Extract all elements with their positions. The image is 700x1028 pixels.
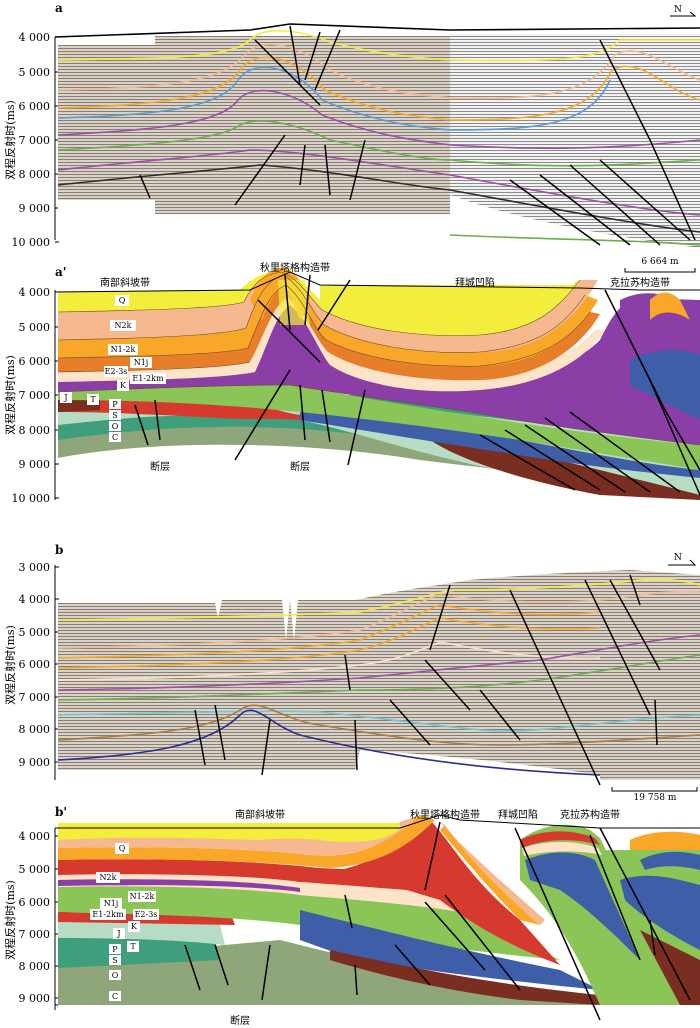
tick-label: 5 000 xyxy=(19,626,51,639)
tick-label: 6 000 xyxy=(19,896,51,909)
seismic-section xyxy=(155,36,450,214)
tick-label: 8 000 xyxy=(19,723,51,736)
faults xyxy=(134,274,700,496)
stratum-label: E2-3s xyxy=(105,367,128,376)
north-label: N xyxy=(674,553,682,563)
fault-label: 断层 xyxy=(230,1014,250,1027)
y-axis-label: 双程反射时(ms) xyxy=(3,100,17,180)
north-label: N xyxy=(674,5,682,15)
tick-label: 8 000 xyxy=(19,960,51,973)
north-arrow: N xyxy=(670,5,697,17)
tick-label: 7 000 xyxy=(19,691,51,704)
stratum-label: K xyxy=(131,922,138,931)
y-axis-label: 双程反射时(ms) xyxy=(3,880,17,960)
tick-label: 6 000 xyxy=(19,658,51,671)
stratum-label: T xyxy=(90,395,96,404)
region-label: 秋里塔格构造带 xyxy=(260,261,330,274)
region-label: 拜城凹陷 xyxy=(455,276,495,289)
seismic-section xyxy=(58,570,700,780)
stratum-label: E1-2km xyxy=(92,910,124,919)
tick-label: 8 000 xyxy=(19,168,51,181)
panel-label: a' xyxy=(55,265,66,279)
stratum-label: S xyxy=(112,956,117,965)
axis-ticks: 3 000 4 000 5 000 6 000 7 000 8 000 9 00… xyxy=(19,561,59,769)
stratum-label: N1-2k xyxy=(111,345,136,354)
fault-label: 断层 xyxy=(150,460,170,473)
tick-label: 5 000 xyxy=(19,66,51,79)
tick-label: 9 000 xyxy=(19,756,51,769)
stratum-label: P xyxy=(112,400,118,409)
strata-labels: Q N2k N1-2k N1j E1-2km E2-3s K J T P S O… xyxy=(90,843,159,1001)
tick-label: 6 000 xyxy=(19,355,51,368)
tick-label: 8 000 xyxy=(19,424,51,437)
tick-label: 10 000 xyxy=(12,492,51,505)
tick-label: 9 000 xyxy=(19,202,51,215)
faults xyxy=(184,821,691,1021)
tick-label: 6 000 xyxy=(19,100,51,113)
panel-b-prime: b' 4 000 5 000 6 000 7 000 8 000 9 000 双… xyxy=(3,805,700,1027)
stratum-label: N1j xyxy=(134,358,149,367)
stratum-label: T xyxy=(130,942,136,951)
axis-ticks: 4 000 5 000 6 000 7 000 8 000 9 000 xyxy=(19,830,59,1005)
fault-label: 断层 xyxy=(290,460,310,473)
scale-bar: 19 758 m xyxy=(611,787,698,803)
stratum-label: O xyxy=(112,422,119,431)
scale-label: 6 664 m xyxy=(641,257,679,267)
stratum-label: S xyxy=(112,411,117,420)
stratum-label: J xyxy=(63,393,67,402)
tick-label: 4 000 xyxy=(19,286,51,299)
tick-label: 4 000 xyxy=(19,31,51,44)
tick-label: 5 000 xyxy=(19,321,51,334)
axis-ticks: 4 000 5 000 6 000 7 000 8 000 9 000 10 0… xyxy=(12,286,59,505)
axis-ticks: 4 000 5 000 6 000 7 000 8 000 9 000 10 0… xyxy=(12,31,59,249)
tick-label: 9 000 xyxy=(19,992,51,1005)
stratum-label: Q xyxy=(119,844,126,853)
region-label: 克拉苏构造带 xyxy=(560,808,620,821)
stratum-label: C xyxy=(112,433,118,442)
tick-label: 10 000 xyxy=(12,236,51,249)
stratum-label: C xyxy=(112,992,118,1001)
tick-label: 4 000 xyxy=(19,593,51,606)
stratum-label: N2k xyxy=(100,873,117,882)
panel-b: b 3 000 4 000 5 000 6 000 7 000 8 000 9 … xyxy=(3,543,700,803)
tick-label: 4 000 xyxy=(19,830,51,843)
tick-label: 7 000 xyxy=(19,389,51,402)
stratum-label: O xyxy=(112,971,119,980)
stratum-label: N2k xyxy=(115,321,132,330)
strata-boundaries xyxy=(57,271,700,446)
faults xyxy=(194,574,661,786)
tick-label: 7 000 xyxy=(19,134,51,147)
tick-label: 7 000 xyxy=(19,928,51,941)
tick-label: 5 000 xyxy=(19,863,51,876)
panel-a: a 4 000 5 000 6 000 7 000 8 000 9 000 10… xyxy=(3,1,700,273)
panel-label: a xyxy=(55,1,63,15)
panel-a-prime: a' 4 000 5 000 6 000 7 000 8 000 9 000 1… xyxy=(3,261,700,505)
panel-label: b' xyxy=(55,805,67,819)
stratum-label: N1j xyxy=(104,899,119,908)
region-label: 秋里塔格构造带 xyxy=(410,808,480,821)
stratum-label: Q xyxy=(119,296,126,305)
stratum-label: E2-3s xyxy=(135,910,158,919)
region-label: 南部斜坡带 xyxy=(235,808,285,821)
stratum-label: E1-2km xyxy=(132,374,164,383)
y-axis-label: 双程反射时(ms) xyxy=(3,625,17,705)
panel-label: b xyxy=(55,543,63,557)
stratum-label: P xyxy=(112,945,118,954)
stratum-label: K xyxy=(120,381,127,390)
scale-label: 19 758 m xyxy=(634,793,677,803)
strata-labels: Q N2k N1-2k N1j E2-3s E1-2km K J T P S O… xyxy=(60,295,166,442)
region-label: 拜城凹陷 xyxy=(498,808,538,821)
stratum-label: N1-2k xyxy=(130,892,155,901)
north-arrow: N xyxy=(668,553,697,566)
tick-label: 3 000 xyxy=(19,561,51,574)
faults xyxy=(139,25,696,246)
y-axis-label: 双程反射时(ms) xyxy=(3,355,17,435)
region-label: 克拉苏构造带 xyxy=(610,276,670,289)
stratum-label: J xyxy=(116,929,120,938)
tick-label: 9 000 xyxy=(19,458,51,471)
scale-bar: 6 664 m xyxy=(624,257,696,273)
region-label: 南部斜坡带 xyxy=(100,276,150,289)
